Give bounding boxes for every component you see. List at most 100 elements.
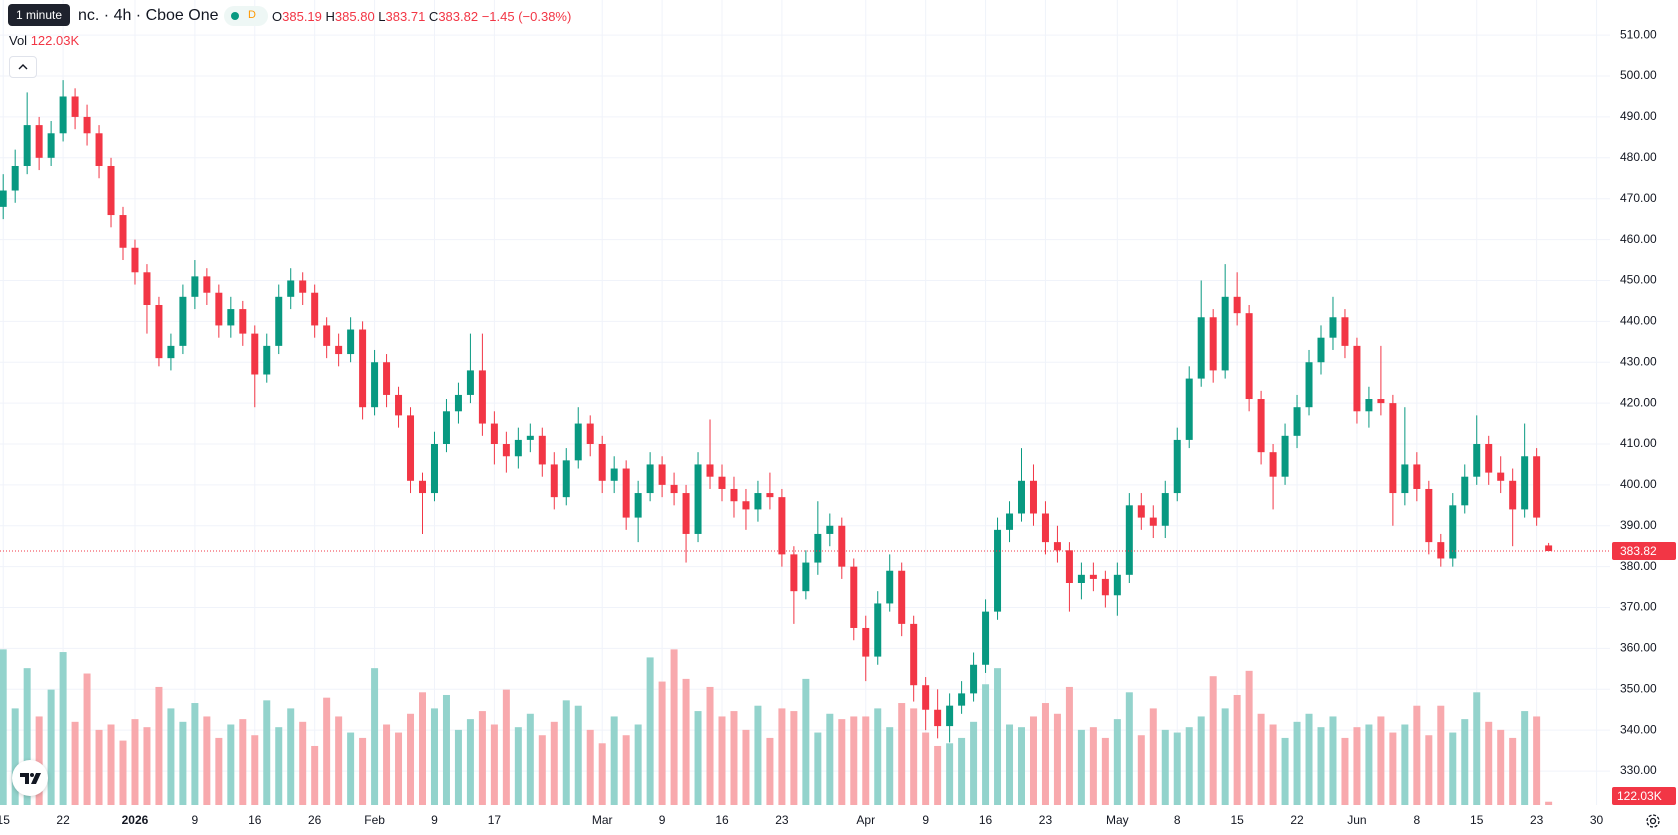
candle-body (814, 533, 822, 563)
volume-bar (1437, 705, 1445, 805)
volume-bar (263, 700, 271, 805)
candle-body (682, 493, 690, 534)
volume-bar (23, 668, 31, 805)
x-tick-label: 22 (1290, 813, 1304, 827)
change: −1.45 (−0.38%) (481, 9, 572, 24)
volume-bar (1317, 727, 1325, 805)
candle-body (1149, 517, 1157, 526)
candle-body (1257, 399, 1265, 453)
volume-bar (862, 716, 870, 805)
candle-body (395, 394, 403, 416)
volume-bar (1089, 727, 1097, 805)
legend-key: H (325, 9, 335, 24)
candle-body (934, 709, 942, 727)
symbol-title[interactable]: nc. · 4h · Cboe One (78, 7, 219, 24)
x-tick-label: 16 (715, 813, 729, 827)
candle-body (514, 439, 522, 457)
y-tick-label: 420.00 (1620, 395, 1657, 409)
candle-body (59, 96, 67, 134)
volume-legend: Vol 122.03K (9, 33, 79, 48)
candle-body (826, 525, 834, 534)
volume-bar (802, 678, 810, 805)
candle-body (107, 165, 115, 216)
status-pill[interactable]: D (224, 6, 268, 26)
y-tick-label: 450.00 (1620, 273, 1657, 287)
volume-bar (1293, 721, 1301, 805)
volume-bar (1113, 719, 1121, 805)
volume-bar (814, 732, 822, 805)
candle-body (1113, 574, 1121, 596)
settings-button[interactable] (1644, 812, 1662, 830)
y-tick-label: 480.00 (1620, 150, 1657, 164)
volume-bar (742, 729, 750, 805)
candle-body (706, 464, 714, 477)
volume-bar (1053, 713, 1061, 805)
x-tick-label: 15 (1230, 813, 1244, 827)
volume-bar (598, 743, 606, 805)
volume-bar (1497, 729, 1505, 805)
volume-bar (754, 705, 762, 805)
legend-key: L (378, 9, 386, 24)
candle-body (1353, 345, 1361, 412)
last-price-box (1612, 542, 1676, 561)
volume-bar (1425, 735, 1433, 805)
candle-body (1029, 480, 1037, 514)
volume-bar (778, 708, 786, 805)
volume-bar (910, 708, 918, 805)
volume-bar (35, 716, 43, 805)
volume-bar (526, 713, 534, 805)
volume-bar (1209, 676, 1217, 805)
volume-bar (1221, 708, 1229, 805)
candle-body (1089, 574, 1097, 579)
candle-body (1233, 296, 1241, 314)
x-tick-label: 9 (431, 813, 438, 827)
candle-body (1185, 378, 1193, 440)
volume-bar (395, 732, 403, 805)
volume-bar (1401, 724, 1409, 805)
volume-bar (430, 708, 438, 805)
candle-body (1018, 480, 1025, 514)
volume-bar (898, 703, 906, 805)
candle-body (311, 292, 319, 326)
volume-bar (1485, 721, 1493, 805)
volume-bar (490, 724, 498, 805)
candle-body (886, 570, 894, 604)
volume-bar (1377, 716, 1385, 805)
candle-body (287, 280, 295, 297)
volume-bar (383, 724, 391, 805)
candle-body (1413, 464, 1421, 489)
candle-body (502, 443, 510, 457)
candle-body (1293, 407, 1301, 436)
x-tick-label: 23 (1530, 813, 1544, 827)
volume-bar (850, 716, 858, 805)
collapse-button[interactable] (9, 56, 37, 78)
legend-value: 385.19 (282, 9, 322, 24)
volume-bar (718, 716, 726, 805)
volume-bar (1018, 727, 1025, 805)
volume-bar (670, 649, 678, 805)
volume-bar (1257, 713, 1265, 805)
x-tick-label: 22 (56, 813, 70, 827)
candle-body (119, 215, 127, 248)
volume-bar (922, 732, 930, 805)
x-tick-label: Apr (856, 813, 875, 827)
candle-body (922, 685, 930, 710)
x-tick-label: 30 (1590, 813, 1604, 827)
logo[interactable] (12, 760, 48, 796)
candle-body (215, 292, 223, 326)
volume-bar (1137, 735, 1145, 805)
volume-bar (538, 735, 546, 805)
candle-body (1545, 545, 1553, 552)
candle-body (143, 272, 151, 305)
volume-bar (886, 727, 894, 805)
volume-bar (371, 668, 379, 805)
volume-bar (1305, 713, 1313, 805)
candle-body (1209, 317, 1217, 371)
candle-body (95, 133, 103, 166)
candle-body (1533, 456, 1541, 518)
volume-bar (574, 705, 582, 805)
volume-bar (454, 729, 462, 805)
x-tick-label: Mar (592, 813, 613, 827)
candle-body (1006, 513, 1014, 530)
candle-body (155, 304, 163, 359)
